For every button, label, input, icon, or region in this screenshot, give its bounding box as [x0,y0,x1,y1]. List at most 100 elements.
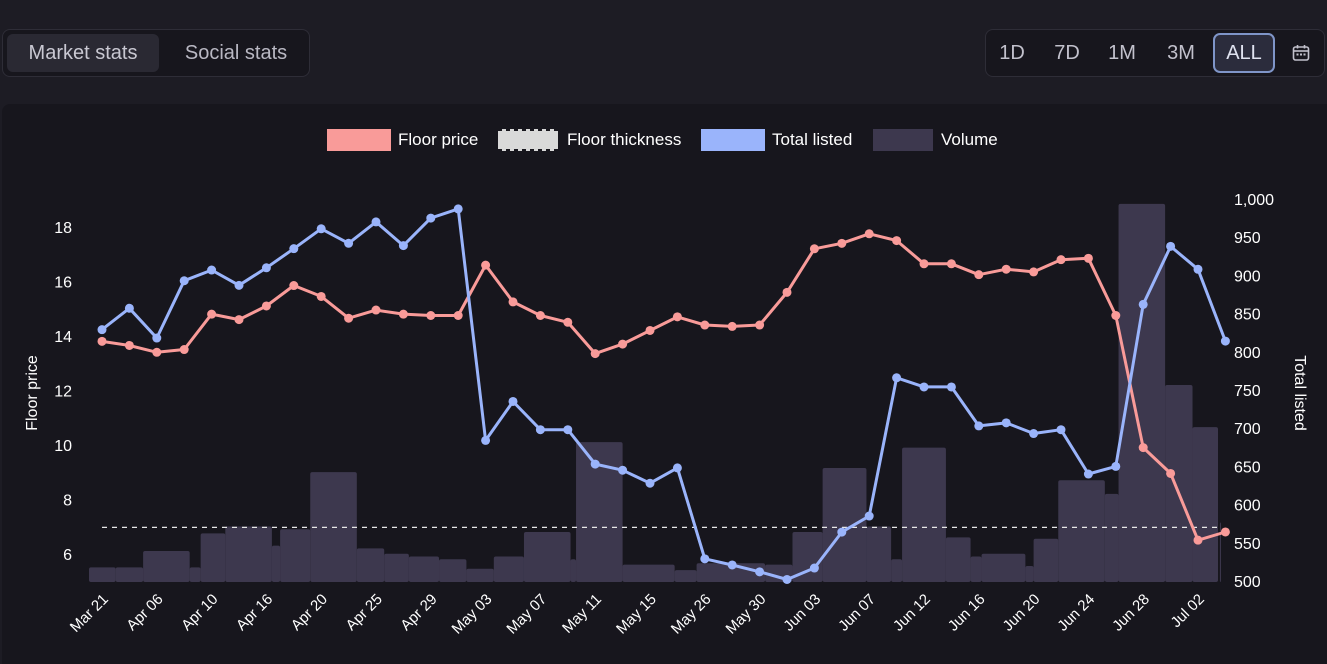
total-listed-point [590,459,600,469]
floor-price-point [481,260,491,270]
total-listed-point [207,265,217,275]
x-tick-label: Jun 07 [835,591,879,635]
volume-bar [493,556,524,582]
legend-item-floor-price[interactable]: Floor price [327,129,478,151]
total-listed-point [1138,299,1148,309]
y-left-tick-label: 8 [63,492,72,509]
y-right-tick-label: 800 [1234,345,1261,362]
y-axis-left-ticks: 6 8 10 12 14 16 18 [54,220,72,564]
floor-price-line [101,232,1226,542]
volume-bar [384,553,409,582]
floor-price-point [179,345,189,355]
range-7d-button[interactable]: 7D [1054,42,1080,64]
y-left-tick-label: 12 [54,383,72,400]
legend-swatch-total-listed [701,129,765,151]
y-right-tick-label: 550 [1234,536,1261,553]
time-range-selector: 1D 7D 1M 3M ALL [985,29,1325,77]
floor-price-point [1083,253,1093,263]
floor-price-point [371,305,381,315]
floor-price-point [289,281,299,291]
floor-price-point [782,287,792,297]
total-listed-point [371,217,381,227]
volume-bar [1118,203,1166,582]
total-listed-point [344,238,354,248]
floor-price-point [453,311,463,320]
x-tick-label: May 15 [613,591,660,638]
volume-bar [466,568,494,582]
legend-label-floor-thickness: Floor thickness [567,130,681,149]
legend-label-floor-price: Floor price [398,130,478,149]
legend-label-total-listed: Total listed [772,130,852,149]
floor-price-point [97,336,107,346]
total-listed-point [234,280,244,290]
y-left-tick-label: 10 [54,438,72,455]
floor-price-point [1029,267,1039,277]
range-all-button[interactable]: ALL [1213,33,1275,73]
total-listed-point [563,425,573,435]
total-listed-point [289,244,299,254]
total-listed-point [398,241,408,251]
x-tick-label: May 26 [668,591,715,638]
total-listed-line [101,207,1227,581]
volume-bar [902,447,946,582]
total-listed-point [864,511,874,521]
x-tick-label: May 11 [559,591,605,637]
floor-price-point [864,229,874,239]
floor-price-point [426,311,436,320]
floor-price-point [508,297,518,307]
tab-social-stats[interactable]: Social stats [184,42,288,64]
legend-item-floor-thickness[interactable]: Floor thickness [498,129,681,151]
volume-bar [891,559,903,582]
floor-price-point [207,309,217,319]
y-right-tick-label: 600 [1234,498,1261,515]
volume-bar [622,564,675,582]
legend-item-total-listed[interactable]: Total listed [701,129,852,151]
x-tick-label: Jun 28 [1109,591,1153,635]
volume-bar [1165,384,1193,582]
volume-bar [674,570,697,582]
total-listed-point [1166,241,1176,251]
volume-bar [1025,566,1034,582]
volume-bar [523,531,571,582]
volume-bar [89,567,116,582]
total-listed-point [700,554,710,564]
legend-item-volume[interactable]: Volume [873,129,998,151]
total-listed-point [481,435,491,445]
x-tick-label: Jun 03 [780,591,824,635]
y-right-tick-label: 750 [1234,383,1261,400]
legend-swatch-floor-thickness [498,129,558,151]
floor-price-point [1220,527,1230,537]
calendar-icon[interactable] [1291,43,1311,63]
floor-price-point [1056,255,1066,265]
tab-market-stats[interactable]: Market stats [7,34,159,72]
floor-price-point [700,320,710,330]
total-listed-point [152,333,162,343]
x-tick-label: Apr 16 [233,591,276,634]
floor-price-point [344,313,354,323]
floor-price-point [919,259,929,269]
y-right-tick-label: 950 [1234,230,1261,247]
volume-bar [970,556,982,582]
floor-price-point [398,309,408,319]
range-1m-button[interactable]: 1M [1108,42,1136,64]
volume-bar [280,529,311,582]
x-tick-label: Jul 02 [1168,591,1208,631]
x-tick-label: Jun 20 [1000,591,1044,635]
x-axis-ticks: Mar 21 Apr 06 Apr 10 Apr 16 Apr 20 Apr 25 Apr … [67,591,1208,638]
range-1d-button[interactable]: 1D [999,42,1025,64]
floor-price-point [234,315,244,325]
range-3m-button[interactable]: 3M [1167,42,1195,64]
total-listed-point [892,373,902,383]
x-tick-label: Mar 21 [67,591,112,636]
y-right-tick-label: 850 [1234,307,1261,324]
volume-bar [143,551,190,582]
total-listed-point [837,527,847,537]
x-tick-label: May 07 [503,591,550,638]
x-tick-label: Apr 06 [123,591,166,634]
volume-bar [1104,493,1119,582]
stats-tab-group: Market stats Social stats [2,29,310,77]
floor-price-point [1111,311,1121,320]
volume-bar [1033,538,1059,582]
total-listed-point [97,325,107,335]
